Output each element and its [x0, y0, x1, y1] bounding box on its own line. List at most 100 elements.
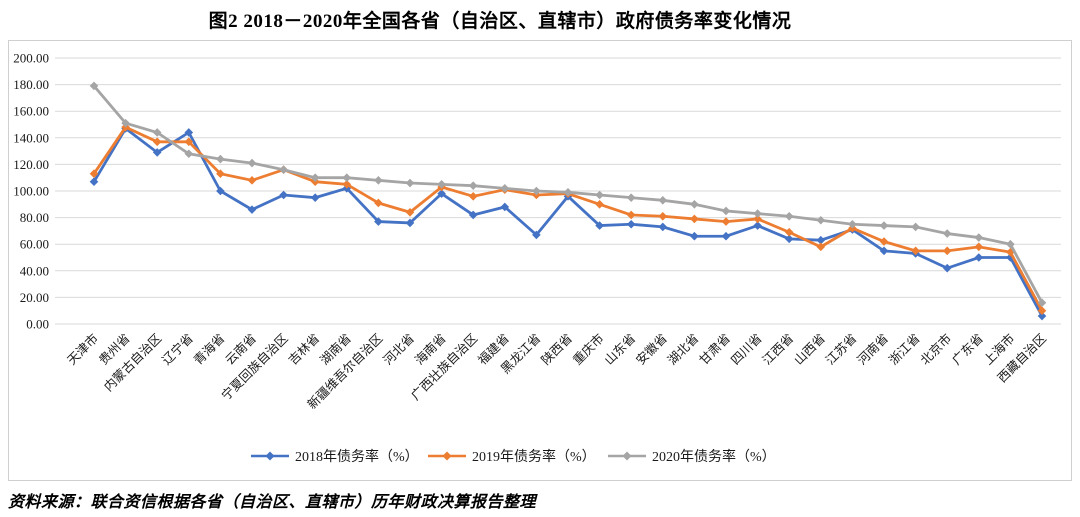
x-axis-label: 天津市 — [64, 331, 101, 368]
data-point — [152, 128, 162, 137]
series-line-2019 — [92, 125, 1044, 312]
chart-title: 图2 2018－2020年全国各省（自治区、直辖市）政府债务率变化情况 — [208, 11, 792, 32]
data-point — [437, 180, 446, 189]
data-point — [279, 165, 288, 175]
data-point — [216, 186, 225, 196]
data-point — [89, 177, 99, 186]
data-point — [911, 222, 920, 232]
data-point — [405, 218, 415, 228]
data-point — [247, 205, 257, 214]
data-point — [1037, 311, 1047, 321]
data-point — [374, 217, 383, 226]
data-point — [784, 227, 794, 237]
data-point — [942, 229, 952, 238]
data-point — [879, 246, 889, 256]
data-point — [626, 210, 636, 220]
data-point — [974, 242, 984, 252]
data-point — [974, 233, 984, 242]
data-point — [721, 206, 731, 216]
x-axis-label: 青海省 — [190, 331, 227, 368]
x-axis-label: 北京市 — [917, 331, 954, 368]
data-point — [468, 210, 478, 220]
data-point — [374, 198, 383, 208]
x-axis-label: 重庆市 — [570, 331, 607, 368]
data-point — [595, 190, 604, 200]
legend-item: 2019年债务率（%） — [428, 448, 596, 465]
data-point — [690, 214, 699, 224]
y-axis-tick-label: 160.00 — [13, 104, 49, 119]
data-point — [784, 211, 794, 221]
data-point — [279, 190, 288, 200]
data-point — [500, 202, 510, 212]
data-point — [816, 215, 826, 225]
x-axis-label: 四川省 — [728, 331, 764, 367]
data-point — [1006, 239, 1015, 249]
data-point — [405, 178, 415, 188]
x-axis-label: 浙江省 — [886, 331, 923, 368]
data-point — [532, 186, 541, 196]
data-point — [879, 237, 889, 246]
source-note: 资料来源：联合资信根据各省（自治区、直辖市）历年财政决算报告整理 — [8, 494, 537, 511]
data-point — [184, 149, 194, 159]
y-axis-tick-label: 60.00 — [20, 237, 49, 252]
x-axis-label: 安徽省 — [633, 331, 670, 368]
legend-marker-diamond — [442, 451, 452, 461]
data-point — [753, 214, 762, 224]
x-axis-label: 辽宁省 — [159, 331, 196, 368]
data-point — [89, 169, 99, 179]
x-axis-label: 吉林省 — [286, 331, 322, 367]
data-point — [216, 169, 225, 179]
legend-marker-diamond — [622, 451, 632, 461]
data-point — [816, 242, 826, 252]
data-point — [911, 246, 920, 256]
y-axis-tick-label: 80.00 — [20, 210, 49, 225]
data-point — [216, 154, 225, 164]
data-point — [974, 253, 984, 262]
data-point — [658, 211, 668, 221]
data-point — [437, 189, 446, 198]
data-point — [184, 128, 194, 137]
data-point — [879, 221, 889, 230]
data-point — [595, 221, 604, 230]
data-point — [152, 137, 162, 147]
data-point — [942, 246, 952, 256]
legend-label: 2018年债务率（%） — [295, 448, 419, 465]
data-point — [595, 200, 604, 209]
debt-ratio-chart: 200.00 180.00 160.00 140.00 120.00 100.00 80.0… — [13, 51, 1061, 465]
chart-area: 200.00 180.00 160.00 140.00 120.00 100.00 80.0… — [8, 40, 1072, 481]
data-point — [468, 192, 478, 201]
data-point — [405, 207, 415, 217]
data-point — [1037, 298, 1047, 308]
legend-item: 2018年债务率（%） — [251, 448, 419, 465]
data-point — [690, 200, 699, 209]
data-point — [784, 234, 794, 244]
data-point — [626, 193, 636, 202]
x-axis-label: 陕西省 — [538, 331, 575, 368]
data-point — [753, 221, 762, 230]
data-point — [563, 188, 573, 197]
x-axis-label: 山西省 — [791, 331, 827, 367]
x-axis-label: 甘肃省 — [697, 331, 733, 367]
data-point — [658, 222, 668, 232]
x-axis-label: 湖北省 — [664, 331, 701, 368]
data-point — [342, 180, 352, 189]
data-point — [753, 209, 762, 218]
data-point — [721, 231, 731, 241]
legend-marker-diamond — [265, 451, 275, 461]
data-point — [532, 230, 541, 240]
x-axis-label: 河北省 — [381, 331, 417, 367]
data-point — [342, 173, 352, 182]
legend-label: 2019年债务率（%） — [472, 448, 596, 465]
data-point — [721, 217, 731, 226]
data-point — [374, 176, 383, 185]
data-point — [1037, 306, 1047, 315]
data-point — [310, 193, 320, 202]
series-line-2018 — [92, 126, 1044, 317]
data-point — [310, 173, 320, 182]
legend-label: 2020年债务率（%） — [652, 448, 776, 465]
data-point — [184, 137, 194, 147]
data-point — [468, 181, 478, 190]
y-axis-tick-label: 0.00 — [26, 317, 49, 332]
x-axis-label: 山东省 — [602, 331, 638, 367]
